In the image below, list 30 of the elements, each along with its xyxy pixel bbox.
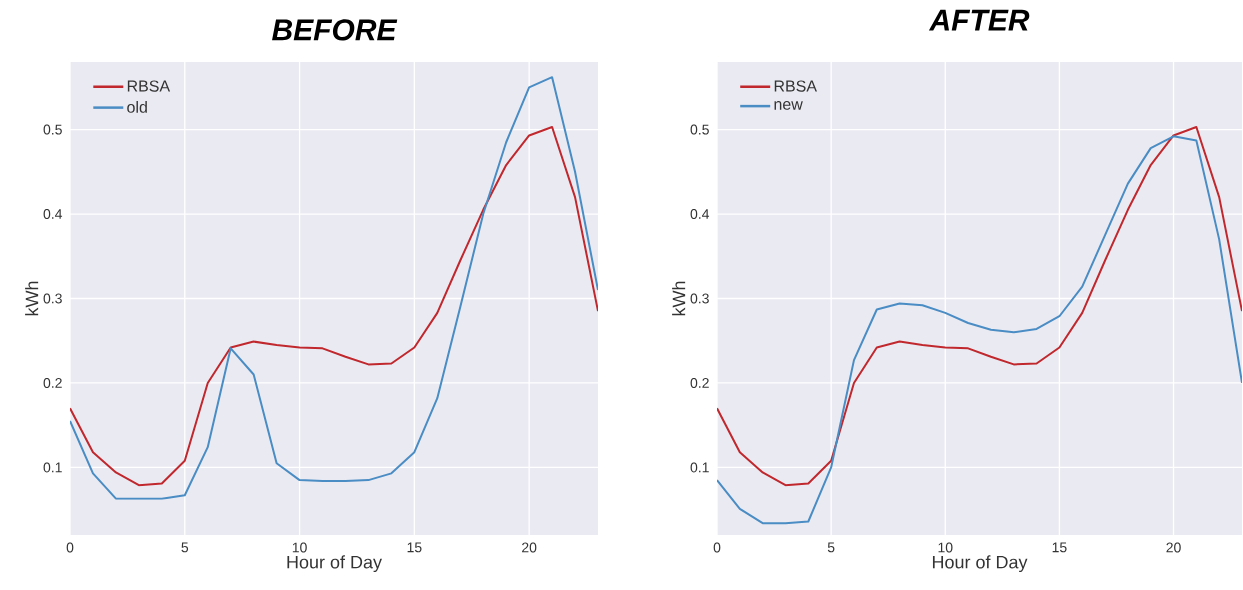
y-tick-label: 0.5	[43, 124, 62, 135]
x-tick-label: 5	[827, 542, 835, 553]
x-tick-label: 20	[522, 542, 537, 553]
y-tick-label: 0.2	[690, 378, 709, 388]
y-tick-label: 0.2	[43, 378, 62, 388]
x-tick-label: 5	[181, 542, 189, 553]
x-tick-label: 0	[66, 542, 74, 553]
y-tick-label: 0.4	[43, 209, 63, 219]
x-axis-title: Hour of Day	[932, 555, 1028, 573]
y-tick-label: 0.1	[43, 462, 62, 473]
chart-title: AFTER	[928, 9, 1030, 31]
x-tick-label: 20	[1166, 542, 1181, 553]
x-tick-label: 0	[713, 542, 721, 553]
y-axis-title: kWh	[25, 281, 39, 316]
y-tick-label: 0.3	[43, 293, 62, 304]
y-axis-title: kWh	[672, 281, 686, 316]
legend-label: new	[774, 101, 803, 110]
y-tick-label: 0.4	[690, 209, 710, 219]
chart-title: BEFORE	[272, 19, 398, 41]
x-axis-title: Hour of Day	[287, 555, 382, 573]
x-tick-label: 15	[407, 542, 422, 553]
legend-label: old	[127, 101, 147, 113]
x-tick-label: 10	[292, 542, 307, 553]
y-tick-label: 0.1	[690, 462, 709, 473]
y-tick-label: 0.5	[690, 124, 709, 135]
x-tick-label: 10	[938, 542, 953, 553]
legend-label: RBSA	[774, 80, 817, 92]
x-tick-label: 15	[1052, 542, 1067, 553]
y-tick-label: 0.3	[690, 293, 709, 304]
legend-label: RBSA	[127, 80, 171, 92]
